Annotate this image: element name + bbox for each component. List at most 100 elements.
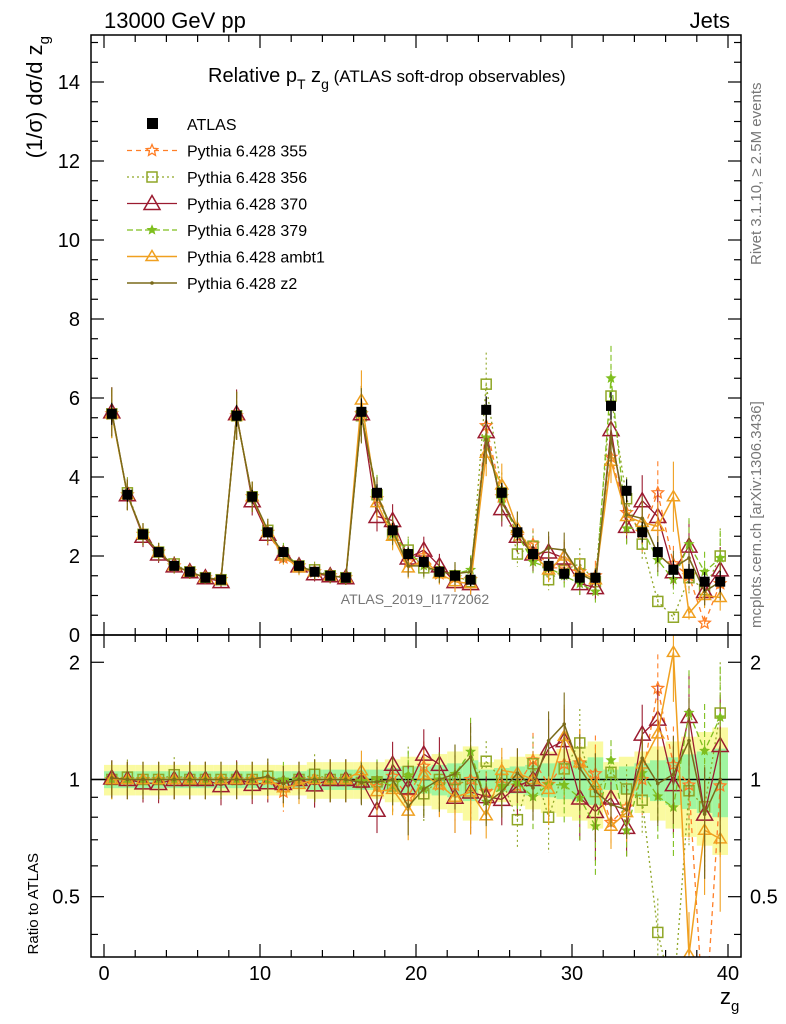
- marker-dot: [718, 777, 722, 782]
- marker-dot: [437, 777, 442, 782]
- data-point: [481, 404, 492, 415]
- ratio-y-tick-label: 2: [750, 652, 761, 674]
- data-point: [169, 560, 180, 571]
- marker-dot: [219, 777, 223, 782]
- data-point: [606, 400, 616, 411]
- watermark: ATLAS_2019_I1772062: [341, 591, 490, 607]
- marker-dot: [406, 564, 411, 568]
- marker-dot: [640, 516, 644, 521]
- marker-triangle-small: [144, 249, 160, 262]
- marker-dot: [468, 755, 473, 759]
- data-point: [278, 547, 289, 558]
- y-tick-label: 10: [58, 230, 80, 252]
- data-point: [465, 574, 476, 585]
- marker-square: [480, 378, 492, 390]
- data-point: [262, 527, 273, 538]
- marker-dot: [624, 512, 629, 517]
- marker-dot: [593, 789, 598, 794]
- marker-dot: [390, 777, 395, 782]
- marker-dot: [546, 738, 551, 743]
- marker-triangle-small: [650, 518, 666, 532]
- marker-triangle-small: [603, 818, 619, 831]
- marker-dot: [406, 804, 411, 809]
- marker-triangle-small: [712, 590, 728, 603]
- marker-dot: [640, 756, 644, 760]
- data-point: [434, 566, 445, 577]
- data-point: [138, 529, 148, 540]
- marker-dot: [203, 777, 208, 782]
- data-point: [340, 572, 351, 583]
- data-point: [496, 487, 507, 498]
- plot-title-var-sub: g: [321, 76, 329, 92]
- marker-triangle-small: [666, 489, 681, 502]
- data-point: [216, 574, 226, 585]
- data-point: [418, 556, 429, 567]
- marker-star-filled: [714, 552, 726, 563]
- data-point: [231, 410, 242, 421]
- marker-dot: [562, 722, 566, 726]
- ratio-y-tick-label: 2: [69, 652, 80, 674]
- legend: ATLAS Pythia 6.428 355 Pythia 6.428 356 Pyt…: [127, 117, 325, 293]
- x-axis-label-main: z: [720, 984, 731, 1009]
- legend-label: Pythia 6.428 355: [187, 144, 307, 161]
- marker-star-filled: [605, 372, 617, 383]
- data-point: [668, 564, 679, 575]
- data-point: [184, 566, 195, 577]
- plot-title-var: z: [306, 65, 322, 87]
- mcplots-label: mcplots.cern.ch [arXiv:1306.3436]: [748, 401, 765, 628]
- data-point: [637, 527, 648, 538]
- marker-dot: [344, 777, 348, 782]
- marker-square: [667, 611, 680, 623]
- y-axis-label-ratio: Ratio to ATLAS: [25, 853, 42, 954]
- header-left: 13000 GeV pp: [104, 8, 246, 33]
- marker-dot: [110, 776, 114, 780]
- marker-square: [652, 595, 664, 608]
- header-right: Jets: [690, 8, 730, 33]
- legend-label: ATLAS: [187, 117, 237, 134]
- legend-label: Pythia 6.428 z2: [187, 276, 297, 293]
- marker-dot: [156, 777, 161, 782]
- marker-triangle: [367, 800, 387, 818]
- data-point: [106, 408, 117, 419]
- y-tick-label: 0: [69, 625, 80, 647]
- series-line-p379: [111, 378, 721, 593]
- x-tick-label: 0: [98, 963, 109, 985]
- marker-dot: [500, 789, 504, 794]
- marker-star: [144, 142, 160, 157]
- legend-label: Pythia 6.428 370: [187, 197, 307, 214]
- legend-label: Pythia 6.428 ambt1: [187, 250, 325, 267]
- x-axis-label-sub: g: [731, 998, 739, 1015]
- marker-dot: [141, 777, 145, 782]
- data-point: [294, 560, 304, 571]
- series-line-z2: [111, 411, 721, 593]
- marker-dot: [297, 777, 301, 782]
- marker-dot: [515, 771, 520, 775]
- x-tick-label: 30: [561, 963, 583, 985]
- legend-label: Pythia 6.428 356: [187, 170, 307, 187]
- marker-dot: [150, 281, 154, 285]
- plot-title-main: Relative p: [208, 65, 297, 87]
- marker-triangle-small: [683, 947, 695, 957]
- x-tick-label: 10: [249, 963, 271, 985]
- data-point: [372, 487, 382, 498]
- data-point: [512, 527, 523, 538]
- x-tick-label: 20: [405, 963, 427, 985]
- marker-dot: [453, 772, 457, 776]
- marker-dot: [281, 781, 286, 786]
- y-axis-label-top: (1/σ) dσ/d zg: [22, 36, 53, 158]
- legend-label: Pythia 6.428 379: [187, 223, 307, 240]
- marker-dot: [468, 570, 473, 574]
- marker-triangle: [142, 193, 162, 211]
- plot-title-main-sub: T: [297, 76, 306, 92]
- data-point: [122, 489, 133, 500]
- marker-star-filled: [714, 711, 726, 722]
- x-tick-label: 40: [717, 963, 739, 985]
- marker-square: [480, 755, 492, 767]
- plot-title-suffix: (ATLAS soft-drop observables): [329, 67, 566, 86]
- marker-dot: [687, 556, 691, 560]
- x-axis-label: zg: [720, 984, 739, 1015]
- data-point: [356, 406, 367, 417]
- marker-triangle-small: [666, 644, 681, 658]
- ratio-y-tick-label: 1: [69, 769, 80, 791]
